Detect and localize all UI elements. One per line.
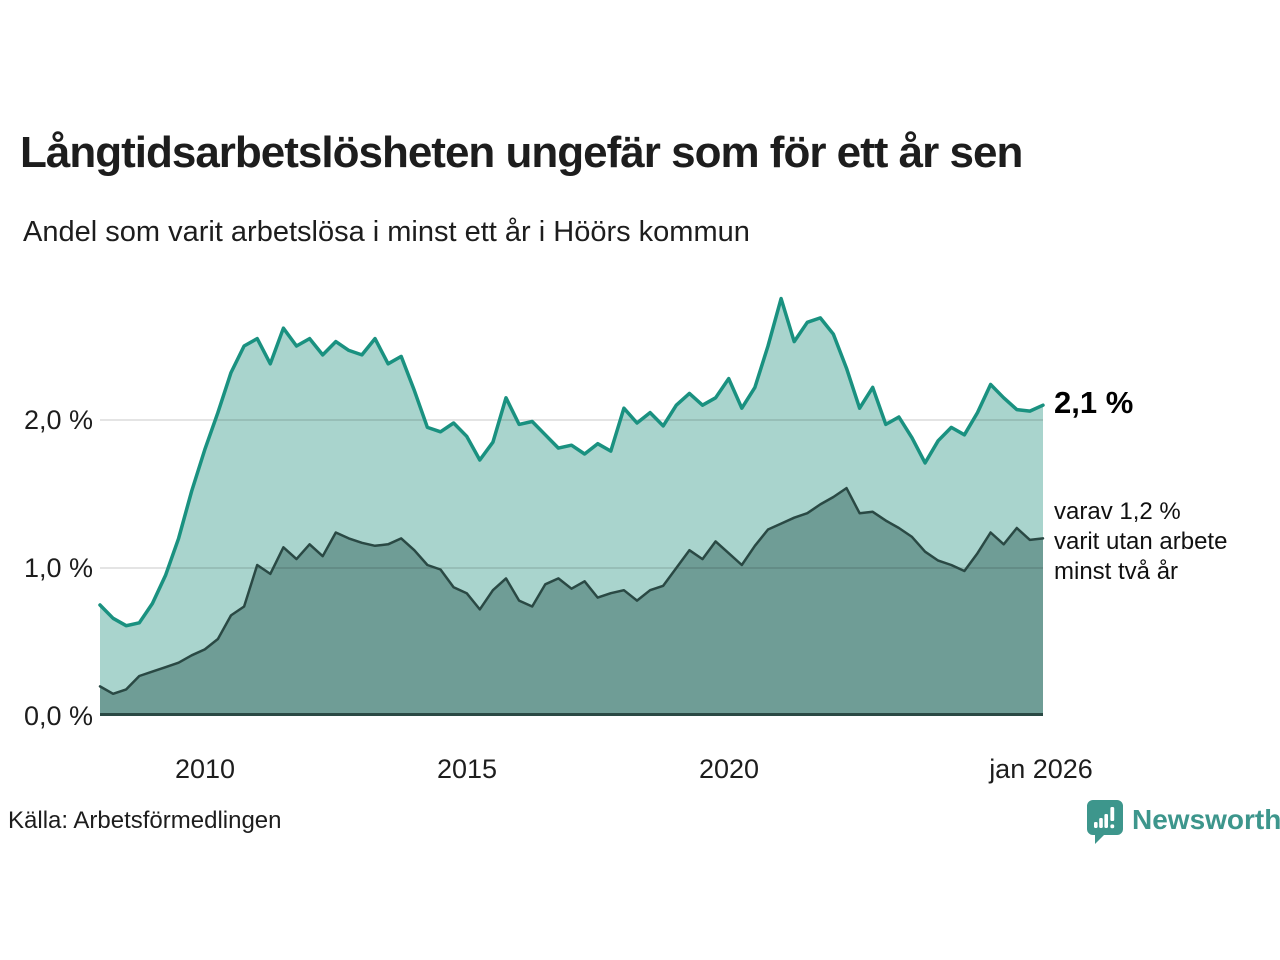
source-attribution: Källa: Arbetsförmedlingen	[8, 807, 282, 834]
breakdown-line-1: varav 1,2 %	[1054, 498, 1181, 525]
newsworthy-logo: Newsworthy	[1086, 799, 1280, 845]
newsworthy-logo-text: Newsworthy	[1132, 804, 1280, 835]
x-axis-tick-2020: 2020	[698, 754, 760, 784]
x-axis-tick-jan-2026: jan 2026	[989, 754, 1093, 784]
x-axis-tick-2015: 2015	[436, 754, 498, 784]
x-axis-tick-2010: 2010	[174, 754, 236, 784]
y-axis-tick-2_0: 2,0 %	[23, 405, 93, 435]
breakdown-annotation: varav 1,2 % varit utan arbete minst två …	[1054, 497, 1280, 587]
breakdown-line-2: varit utan arbete	[1054, 528, 1228, 555]
latest-value-label: 2,1 %	[1054, 385, 1134, 420]
chart-subtitle: Andel som varit arbetslösa i minst ett å…	[23, 216, 750, 248]
y-axis-tick-1_0: 1,0 %	[23, 553, 93, 583]
newsworthy-logo-icon	[1087, 800, 1123, 844]
y-axis-tick-0_0: 0,0 %	[23, 701, 93, 731]
breakdown-line-3: minst två år	[1054, 558, 1179, 585]
page-title: Långtidsarbetslösheten ungefär som för e…	[20, 128, 1023, 177]
